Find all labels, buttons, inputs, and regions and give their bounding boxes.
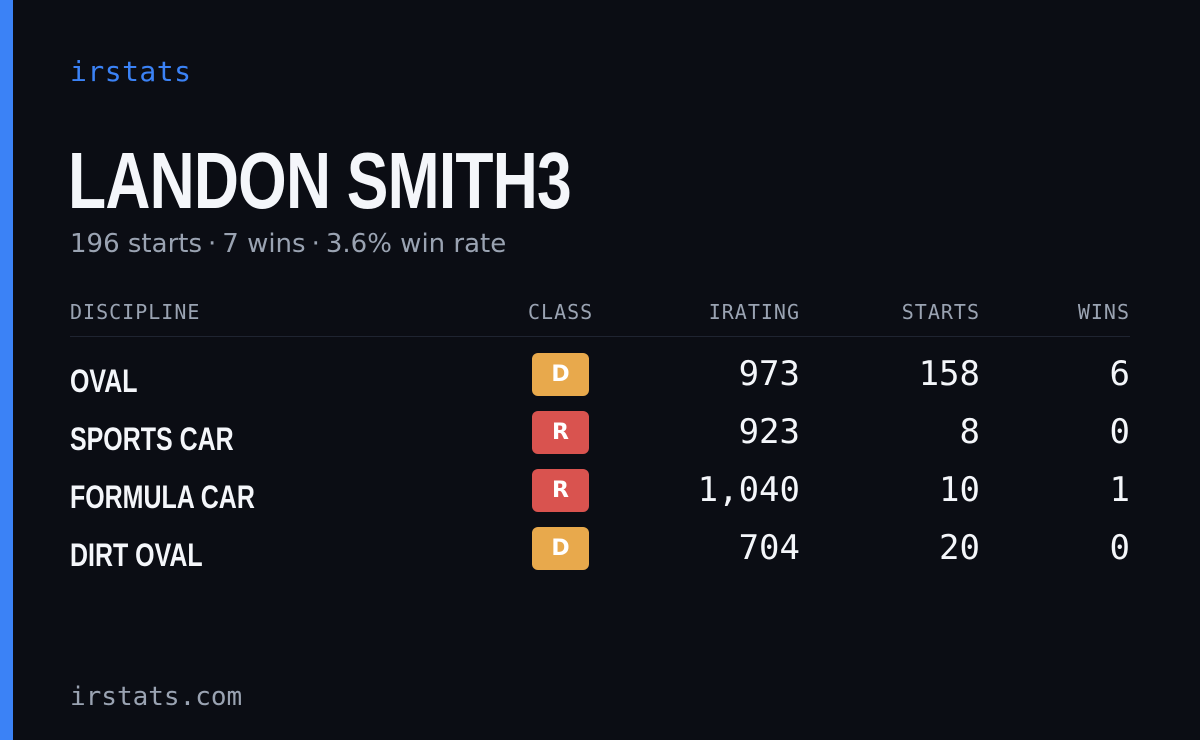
starts-summary: 196 starts <box>70 229 202 259</box>
win-rate-summary: 3.6% win rate <box>325 229 507 259</box>
table-body: OVAL D 973 158 6 SPORTS CAR R 923 8 0 FO… <box>70 337 1130 583</box>
accent-bar <box>0 0 13 740</box>
class-badge: D <box>532 527 589 570</box>
separator: · <box>208 229 217 259</box>
table-row: OVAL D 973 158 6 <box>70 351 1130 409</box>
player-summary: 196 starts · 7 wins · 3.6% win rate <box>70 229 506 259</box>
irating-value: 923 <box>738 412 800 452</box>
header-discipline: DISCIPLINE <box>70 300 201 324</box>
header-class: CLASS <box>528 300 594 324</box>
header-wins: WINS <box>1077 300 1130 324</box>
header-irating: IRATING <box>708 300 800 324</box>
table-row: DIRT OVAL D 704 20 0 <box>70 525 1130 583</box>
wins-value: 0 <box>1109 528 1130 568</box>
starts-value: 10 <box>939 470 980 510</box>
brand-logo: irstats <box>70 55 192 88</box>
player-name: LANDON SMITH3 <box>68 136 572 225</box>
irating-value: 1,040 <box>697 470 800 510</box>
wins-value: 6 <box>1109 354 1130 394</box>
class-badge: R <box>532 469 589 512</box>
irating-value: 973 <box>738 354 800 394</box>
class-badge: R <box>532 411 589 454</box>
wins-value: 0 <box>1109 412 1130 452</box>
header-starts: STARTS <box>901 300 980 324</box>
table-header: DISCIPLINE CLASS IRATING STARTS WINS <box>70 298 1130 337</box>
wins-value: 1 <box>1109 470 1130 510</box>
irating-value: 704 <box>738 528 800 568</box>
table-row: FORMULA CAR R 1,040 10 1 <box>70 467 1130 525</box>
starts-value: 158 <box>918 354 980 394</box>
discipline-name: SPORTS CAR <box>70 421 234 457</box>
table-row: SPORTS CAR R 923 8 0 <box>70 409 1130 467</box>
discipline-name: DIRT OVAL <box>70 537 203 573</box>
stats-table: DISCIPLINE CLASS IRATING STARTS WINS OVA… <box>70 298 1130 583</box>
wins-summary: 7 wins <box>222 229 306 259</box>
separator: · <box>311 229 320 259</box>
starts-value: 20 <box>939 528 980 568</box>
class-badge: D <box>532 353 589 396</box>
footer-url[interactable]: irstats.com <box>70 682 243 712</box>
discipline-name: FORMULA CAR <box>70 479 255 515</box>
starts-value: 8 <box>959 412 980 452</box>
discipline-name: OVAL <box>70 363 138 399</box>
